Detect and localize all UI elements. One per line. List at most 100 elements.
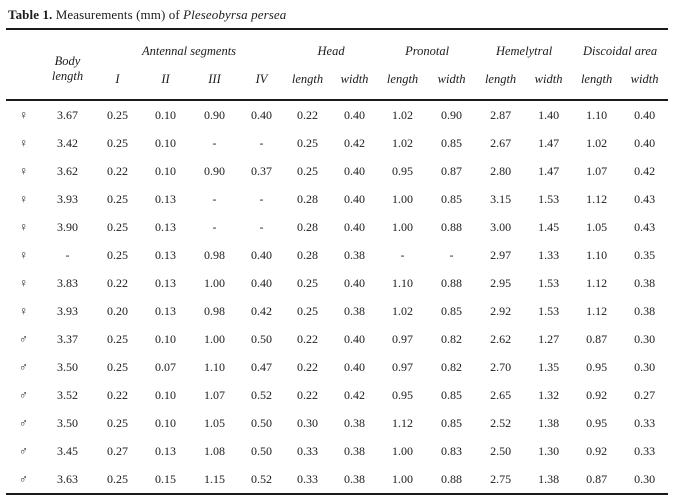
- measurement-cell: 1.02: [392, 135, 414, 150]
- measurement-cell: 0.13: [155, 247, 176, 262]
- measurement-cell: 1.05: [204, 415, 225, 430]
- sex-symbol: ♂: [19, 415, 28, 430]
- measurement-cell: 2.95: [490, 275, 512, 290]
- measurement-cell: 0.25: [297, 163, 319, 178]
- column-header-pronotal-length: length: [386, 71, 419, 86]
- column-header-pronotal-width: width: [437, 71, 466, 86]
- measurement-cell: 1.07: [586, 163, 608, 178]
- measurement-cell: 0.92: [586, 443, 608, 458]
- measurement-cell: 2.67: [490, 135, 512, 150]
- measurements-table: Body length Antennal segments Head Prono…: [6, 28, 669, 495]
- measurement-cell: 0.30: [634, 331, 656, 346]
- measurement-cell: 2.70: [490, 359, 512, 374]
- measurement-cell: 0.38: [344, 247, 366, 262]
- measurement-cell: 1.35: [538, 359, 560, 374]
- measurement-cell: 0.38: [344, 415, 366, 430]
- measurement-cell: 0.40: [634, 135, 656, 150]
- group-header-pronotal: Pronotal: [405, 43, 450, 58]
- measurement-cell: 0.92: [586, 387, 608, 402]
- measurement-cell: 0.87: [441, 163, 463, 178]
- measurement-cell: 2.65: [490, 387, 512, 402]
- measurement-cell: 0.98: [204, 247, 225, 262]
- measurement-cell: 0.38: [344, 443, 366, 458]
- measurement-cell: 1.30: [538, 443, 560, 458]
- measurement-cell: 1.00: [204, 275, 225, 290]
- measurement-cell: 1.00: [392, 471, 414, 486]
- measurement-cell: 0.98: [204, 303, 225, 318]
- measurement-cell: 0.27: [107, 443, 128, 458]
- sex-symbol: ♀: [19, 107, 28, 122]
- column-header-discoidal-width: width: [630, 71, 659, 86]
- measurement-cell: 0.25: [107, 247, 128, 262]
- table-row: ♀ 3.42 0.25 0.10 - - 0.25 0.42 1.02 0.85 2.67 1.47 1…: [6, 129, 668, 157]
- measurement-cell: 0.20: [107, 303, 128, 318]
- measurement-cell: 0.13: [155, 303, 176, 318]
- measurement-cell: 0.43: [634, 191, 656, 206]
- measurement-cell: 0.82: [441, 331, 463, 346]
- measurement-cell: 0.25: [107, 471, 128, 486]
- sex-symbol: ♀: [19, 247, 28, 262]
- sex-column-header: [6, 29, 41, 100]
- measurement-cell: 0.25: [107, 191, 128, 206]
- measurement-cell: -: [65, 247, 70, 262]
- group-header-discoidal-area: Discoidal area: [582, 43, 658, 58]
- measurement-cell: 0.33: [634, 443, 656, 458]
- measurement-cell: 0.13: [155, 191, 176, 206]
- table-row: ♀ 3.67 0.25 0.10 0.90 0.40 0.22 0.40 1.02 0.90 2.8…: [6, 100, 668, 129]
- measurement-cell: 0.95: [392, 163, 414, 178]
- table-row: ♀ 3.93 0.20 0.13 0.98 0.42 0.25 0.38 1.02 0.85 2.9…: [6, 297, 668, 325]
- measurement-cell: 3.63: [57, 471, 78, 486]
- measurement-cell: 0.37: [251, 163, 273, 178]
- measurement-cell: 0.25: [107, 135, 128, 150]
- measurement-cell: 0.40: [344, 191, 366, 206]
- table-body: ♀ 3.67 0.25 0.10 0.90 0.40 0.22 0.40 1.02 0.90 2.8…: [6, 100, 668, 494]
- measurement-cell: 0.30: [297, 415, 319, 430]
- measurement-cell: 0.40: [251, 247, 273, 262]
- measurement-cell: 0.38: [634, 303, 656, 318]
- measurement-cell: 2.62: [490, 331, 512, 346]
- measurement-cell: 1.07: [204, 387, 225, 402]
- measurement-cell: 1.10: [586, 247, 608, 262]
- measurement-cell: 1.47: [538, 163, 560, 178]
- measurement-cell: 0.38: [344, 471, 366, 486]
- measurement-cell: 0.40: [344, 219, 366, 234]
- measurement-cell: 1.15: [204, 471, 225, 486]
- measurement-cell: 0.28: [297, 247, 319, 262]
- measurement-cell: 0.35: [634, 247, 656, 262]
- measurement-cell: 0.50: [251, 443, 273, 458]
- sex-symbol: ♂: [19, 331, 28, 346]
- sex-symbol: ♂: [19, 359, 28, 374]
- measurement-cell: 1.32: [538, 387, 560, 402]
- measurement-cell: -: [212, 135, 217, 150]
- measurement-cell: -: [259, 135, 264, 150]
- column-header-head-length: length: [291, 71, 324, 86]
- sex-symbol: ♂: [19, 471, 28, 486]
- measurement-cell: 2.75: [490, 471, 512, 486]
- measurement-cell: 1.45: [538, 219, 560, 234]
- measurement-cell: 1.02: [586, 135, 608, 150]
- sex-symbol: ♀: [19, 303, 28, 318]
- measurement-cell: -: [259, 219, 264, 234]
- measurement-cell: 1.53: [538, 275, 560, 290]
- measurement-cell: 0.40: [344, 275, 366, 290]
- table-row: ♂ 3.52 0.22 0.10 1.07 0.52 0.22 0.42 0.95 0.85 2.6…: [6, 381, 668, 409]
- measurement-cell: 0.97: [392, 331, 414, 346]
- measurement-cell: 0.42: [344, 387, 366, 402]
- measurement-cell: 0.90: [204, 163, 225, 178]
- table-caption-species: Pleseobyrsa persea: [183, 7, 287, 22]
- measurement-cell: 0.52: [251, 387, 273, 402]
- measurement-cell: 0.42: [344, 135, 366, 150]
- measurement-cell: 2.52: [490, 415, 512, 430]
- measurement-cell: 0.22: [107, 387, 128, 402]
- measurement-cell: 0.40: [344, 359, 366, 374]
- table-row: ♂ 3.37 0.25 0.10 1.00 0.50 0.22 0.40 0.97 0.82 2.6…: [6, 325, 668, 353]
- group-header-antennal-segments: Antennal segments: [141, 43, 237, 58]
- measurement-cell: 0.95: [586, 415, 608, 430]
- measurement-cell: 3.50: [57, 359, 78, 374]
- measurement-cell: 0.50: [251, 415, 273, 430]
- measurement-cell: 0.90: [204, 107, 225, 122]
- measurement-cell: 2.50: [490, 443, 512, 458]
- measurement-cell: 0.25: [107, 359, 128, 374]
- measurement-cell: 1.12: [392, 415, 414, 430]
- measurement-cell: 0.85: [441, 303, 463, 318]
